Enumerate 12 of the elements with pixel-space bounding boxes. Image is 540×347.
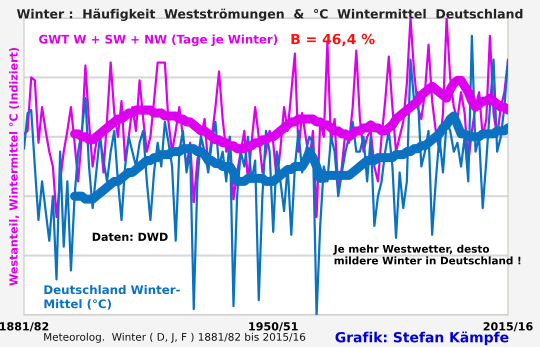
annotation: Je mehr Westwetter, desto mildere Winter in Deutschland ! xyxy=(333,244,520,264)
x-tick-label: 1950/51 xyxy=(249,322,298,332)
series-label: GWT W + SW + NW (Tage je Winter) xyxy=(39,34,278,46)
y-axis-title: Westanteil, Wintermittel °C (Indiziert) xyxy=(9,48,20,286)
text: Grafik: Stefan Kämpfe xyxy=(335,332,508,346)
series-label: Deutschland Winter- Mittel (°C) xyxy=(44,285,180,310)
x-axis-title: Meteorolog. Winter ( D, J, F ) 1881/82 bis 2015/16 xyxy=(44,332,306,343)
chart-title: Winter : Häufigkeit Westströmungen & °C Wintermittel Deutschland xyxy=(16,8,522,22)
annotation: Daten: DWD xyxy=(92,232,168,242)
x-tick-label: 1881/82 xyxy=(0,322,48,332)
x-tick-label: 2015/16 xyxy=(484,322,533,332)
annotation: B = 46,4 % xyxy=(291,34,375,46)
